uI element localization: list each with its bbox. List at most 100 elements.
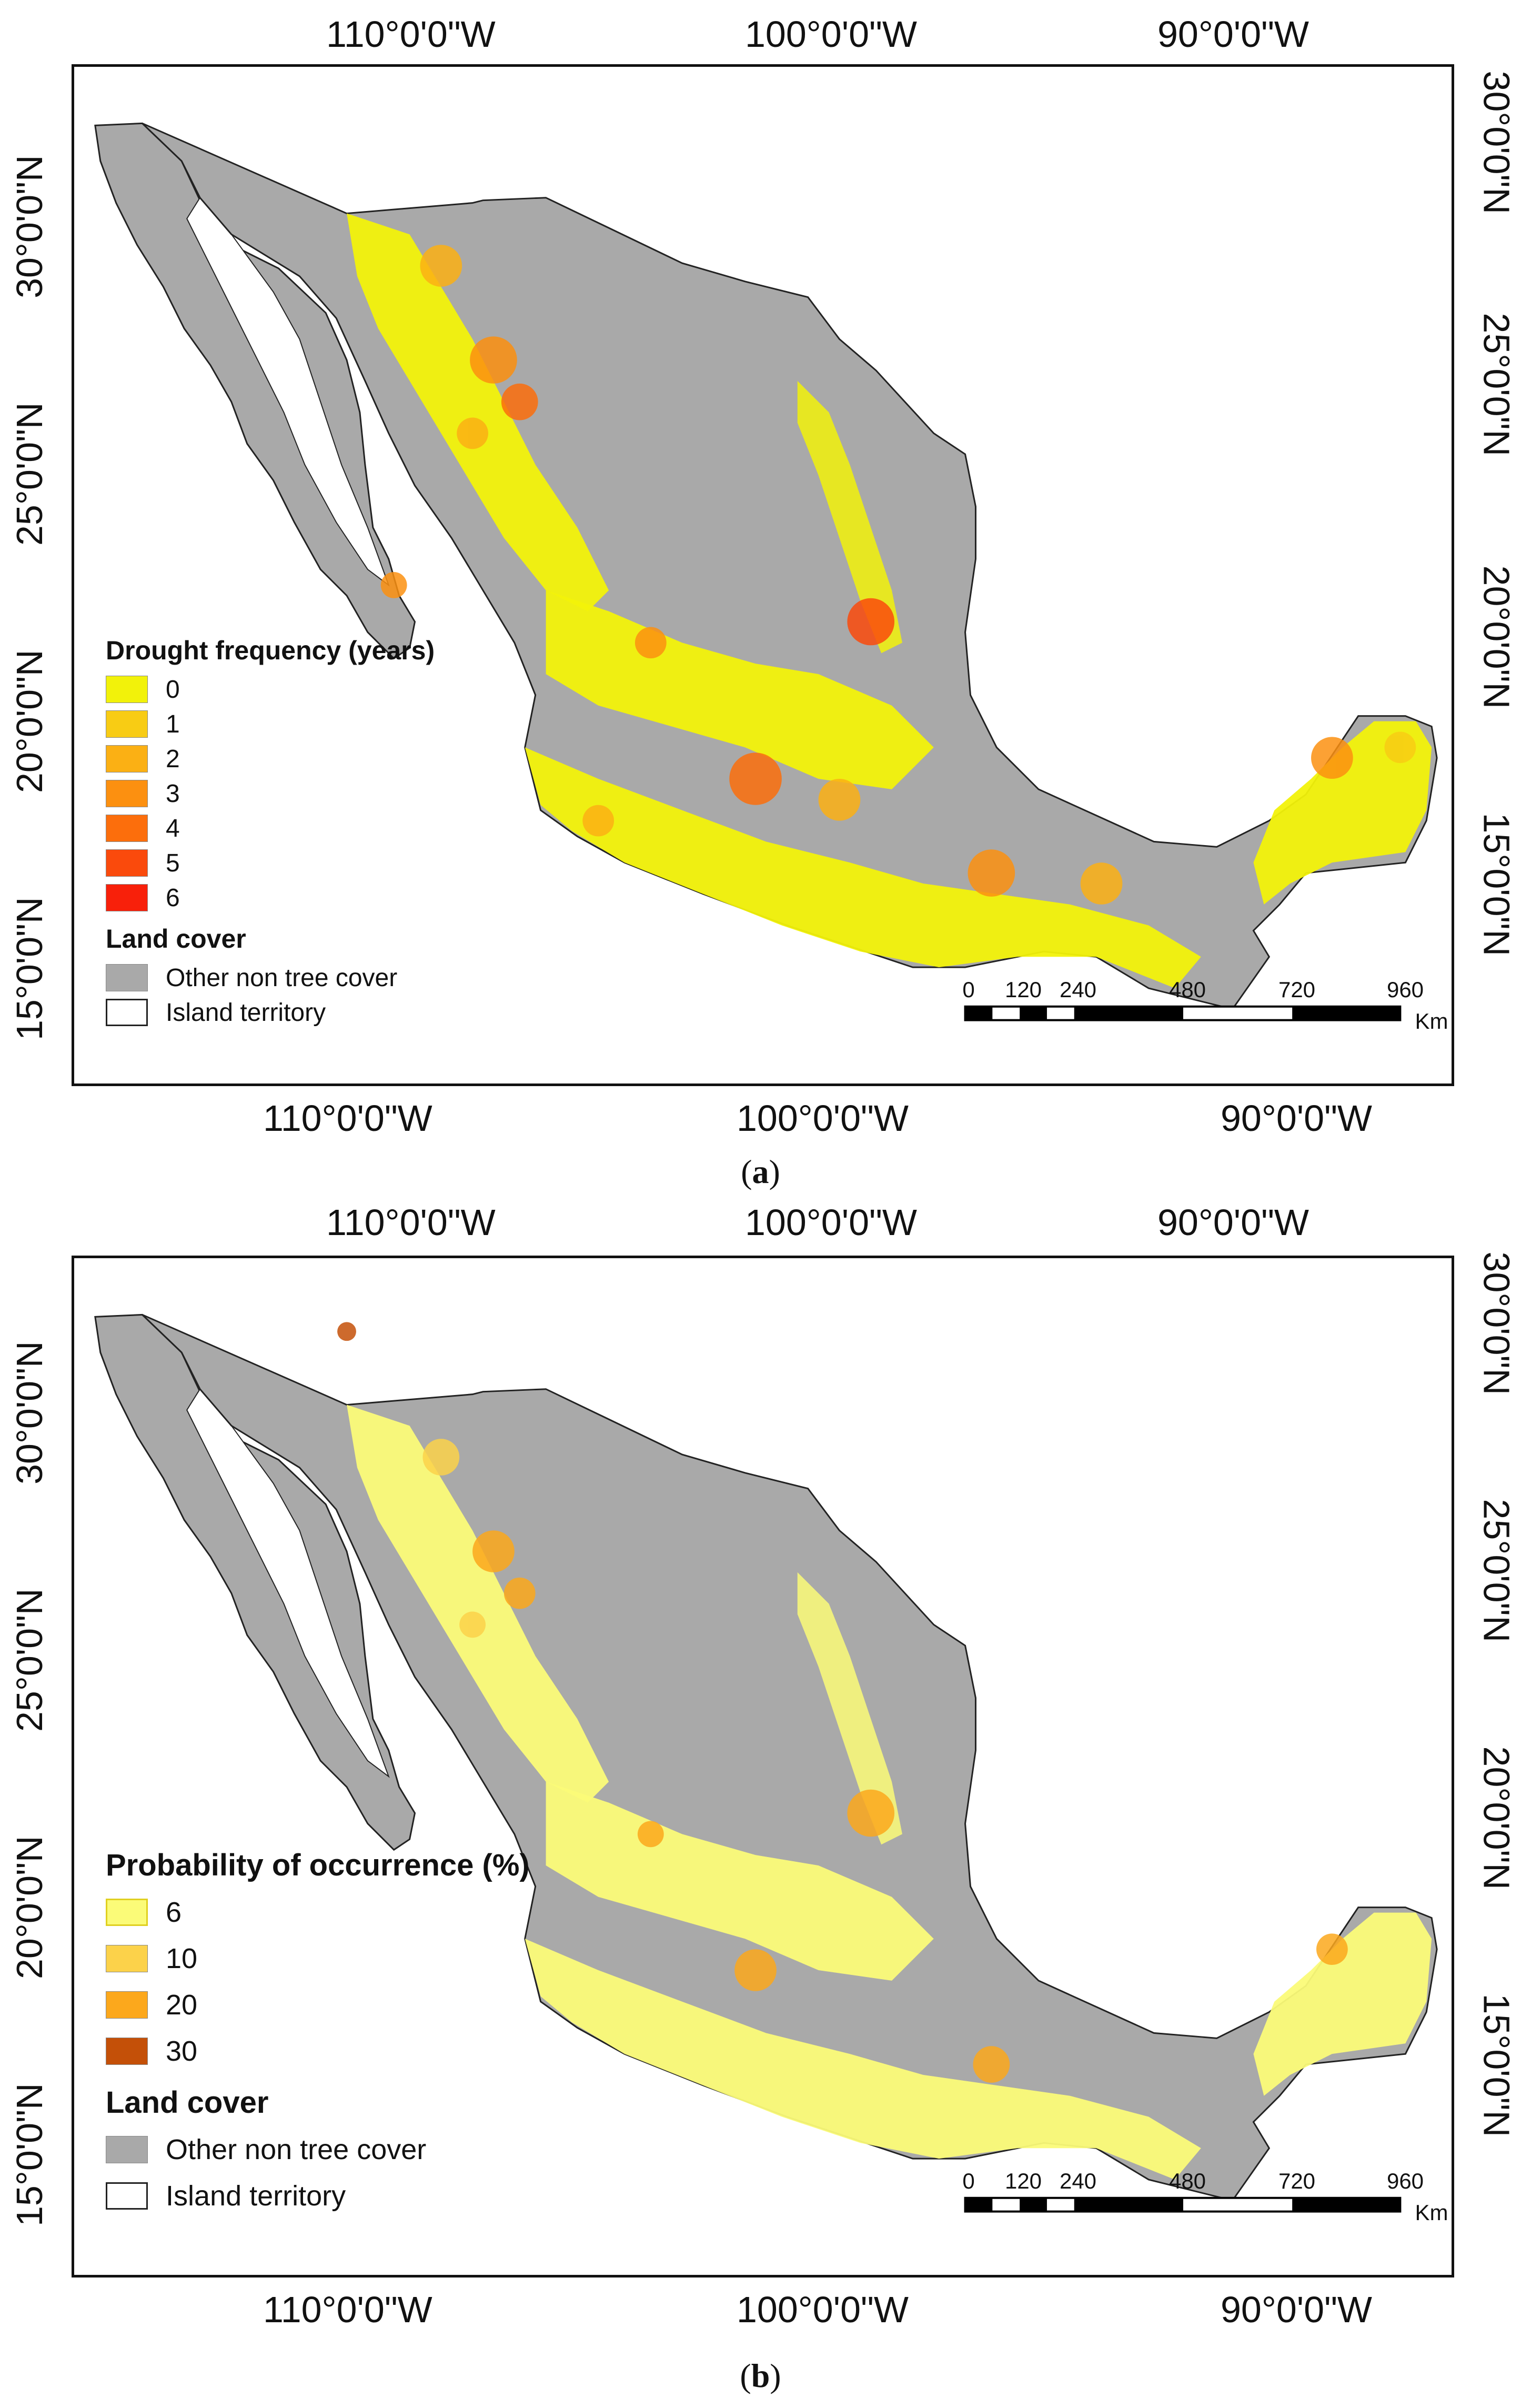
legend-title: Probability of occurrence (%) bbox=[106, 1848, 530, 1882]
legend-swatch bbox=[106, 815, 148, 842]
lat-label-left: 25°0'0"N bbox=[9, 402, 50, 546]
scale-tick: 960 bbox=[1386, 2169, 1424, 2193]
lon-label-bottom: 100°0'0"W bbox=[737, 1098, 909, 1139]
lat-label-left: 30°0'0"N bbox=[9, 155, 50, 298]
legend-label: 6 bbox=[166, 884, 180, 912]
legend-swatch bbox=[106, 2182, 148, 2210]
lat-label-right: 30°0'0"N bbox=[1476, 1251, 1517, 1395]
legend-swatch bbox=[106, 745, 148, 772]
scale-tick: 480 bbox=[1169, 2169, 1206, 2193]
legend-item: 3 bbox=[106, 776, 435, 811]
forest-zone-yucatan bbox=[1253, 721, 1432, 905]
lon-label-top: 100°0'0"W bbox=[745, 1202, 917, 1243]
lat-label-left: 25°0'0"N bbox=[9, 1588, 50, 1732]
legend-swatch bbox=[106, 849, 148, 877]
lat-label-right: 30°0'0"N bbox=[1476, 71, 1517, 214]
legend-label: 30 bbox=[166, 2035, 198, 2067]
legend-swatch bbox=[106, 1899, 148, 1926]
panel-b: 110°0'0"W 100°0'0"W 90°0'0"W bbox=[0, 1204, 1521, 2408]
panel-caption: (a) bbox=[741, 1153, 780, 1190]
drought-hotspots bbox=[380, 245, 1416, 905]
forest-zone-yucatan bbox=[1253, 1912, 1432, 2096]
legend-label: 3 bbox=[166, 779, 180, 808]
legend-label: 2 bbox=[166, 745, 180, 773]
lat-label-left: 15°0'0"N bbox=[9, 897, 50, 1040]
legend-item: 1 bbox=[106, 707, 435, 741]
forest-zone-south bbox=[525, 1939, 1201, 2180]
legend-label: 4 bbox=[166, 814, 180, 842]
lat-label-left: 20°0'0"N bbox=[9, 1835, 50, 1979]
scale-tick: 240 bbox=[1059, 2169, 1097, 2193]
scale-tick: 720 bbox=[1278, 2169, 1316, 2193]
legend-label: Island territory bbox=[166, 998, 326, 1027]
legend-swatch bbox=[106, 710, 148, 738]
lon-label-top: 110°0'0"W bbox=[326, 1202, 496, 1243]
legend-landcover-title: Land cover bbox=[106, 2085, 269, 2120]
scale-tick: 0 bbox=[962, 977, 975, 1002]
gulf-of-california bbox=[186, 1388, 390, 1778]
lon-label-bottom: 110°0'0"W bbox=[263, 1098, 432, 1139]
legend-item: Other non tree cover bbox=[106, 2126, 530, 2173]
lon-label-bottom: 90°0'0"W bbox=[1221, 1098, 1372, 1139]
panel-caption: (b) bbox=[740, 2357, 781, 2394]
lat-label-right: 20°0'0"N bbox=[1476, 565, 1517, 709]
forest-zone-sierra-madre-oriental bbox=[797, 1572, 902, 1845]
legend-swatch bbox=[106, 2038, 148, 2065]
legend-label: Other non tree cover bbox=[166, 964, 398, 992]
scale-bar bbox=[964, 2196, 1402, 2213]
legend-label: Other non tree cover bbox=[166, 2134, 427, 2165]
lat-label-right: 25°0'0"N bbox=[1476, 313, 1517, 456]
legend-swatch bbox=[106, 780, 148, 807]
lat-label-left: 20°0'0"N bbox=[9, 649, 50, 793]
baja-california-landmass bbox=[94, 122, 416, 660]
legend-item: 6 bbox=[106, 1889, 530, 1935]
legend-item: 0 bbox=[106, 672, 435, 707]
legend-swatch bbox=[106, 1945, 148, 1972]
map-canvas bbox=[94, 122, 1438, 1021]
legend-item: 6 bbox=[106, 880, 435, 915]
scale-bar bbox=[964, 1005, 1402, 1021]
legend-item: 10 bbox=[106, 1935, 530, 1982]
lat-label-right: 15°0'0"N bbox=[1476, 1993, 1517, 2137]
legend-item: Other non tree cover bbox=[106, 960, 435, 995]
legend-probability: Probability of occurrence (%) 6 10 20 30… bbox=[106, 1848, 530, 2219]
forest-zone-south bbox=[525, 747, 1201, 988]
legend-swatch bbox=[106, 964, 148, 991]
legend-item: Island territory bbox=[106, 995, 435, 1030]
map-frame: 30°0'0"N 25°0'0"N 20°0'0"N 15°0'0"N 30°0… bbox=[9, 64, 1517, 1086]
legend-swatch bbox=[106, 676, 148, 703]
lon-label-top: 90°0'0"W bbox=[1157, 1202, 1309, 1243]
lon-label-top: 110°0'0"W bbox=[326, 14, 496, 55]
legend-swatch bbox=[106, 2136, 148, 2163]
scale-tick: 120 bbox=[1004, 2169, 1042, 2193]
scale-tick: 960 bbox=[1386, 977, 1424, 1002]
scale-tick: 120 bbox=[1004, 977, 1042, 1002]
lat-label-right: 25°0'0"N bbox=[1476, 1499, 1517, 1642]
lat-label-left: 30°0'0"N bbox=[9, 1341, 50, 1484]
baja-california-landmass bbox=[94, 1313, 416, 1851]
scale-tick: 240 bbox=[1059, 977, 1097, 1002]
scale-tick: 0 bbox=[962, 2169, 975, 2193]
legend-item: 30 bbox=[106, 2028, 530, 2074]
lat-label-right: 20°0'0"N bbox=[1476, 1746, 1517, 1890]
map-frame: 30°0'0"N 25°0'0"N 20°0'0"N 15°0'0"N 30°0… bbox=[9, 1252, 1517, 2277]
legend-label: 5 bbox=[166, 849, 180, 877]
lat-label-left: 15°0'0"N bbox=[9, 2083, 50, 2226]
legend-item: 4 bbox=[106, 811, 435, 846]
scale-tick: 720 bbox=[1278, 977, 1316, 1002]
scale-unit: Km bbox=[1415, 2200, 1448, 2225]
legend-swatch bbox=[106, 884, 148, 911]
panel-a: 110°0'0"W 100°0'0"W 90°0'0"W bbox=[9, 14, 1517, 1190]
scale-unit: Km bbox=[1415, 1009, 1448, 1034]
probability-hotspots bbox=[337, 1322, 1348, 2083]
forest-zone-sierra-madre-occidental bbox=[347, 213, 609, 611]
legend-label: Island territory bbox=[166, 2180, 346, 2212]
lon-label-bottom: 110°0'0"W bbox=[263, 2289, 432, 2330]
legend-item: 2 bbox=[106, 741, 435, 776]
legend-label: 10 bbox=[166, 1943, 198, 1974]
lon-label-bottom: 90°0'0"W bbox=[1221, 2289, 1372, 2330]
legend-landcover-title: Land cover bbox=[106, 924, 246, 954]
legend-swatch bbox=[106, 1991, 148, 2019]
legend-title: Drought frequency (years) bbox=[106, 636, 435, 665]
forest-zone-sierra-madre-oriental bbox=[797, 380, 902, 654]
